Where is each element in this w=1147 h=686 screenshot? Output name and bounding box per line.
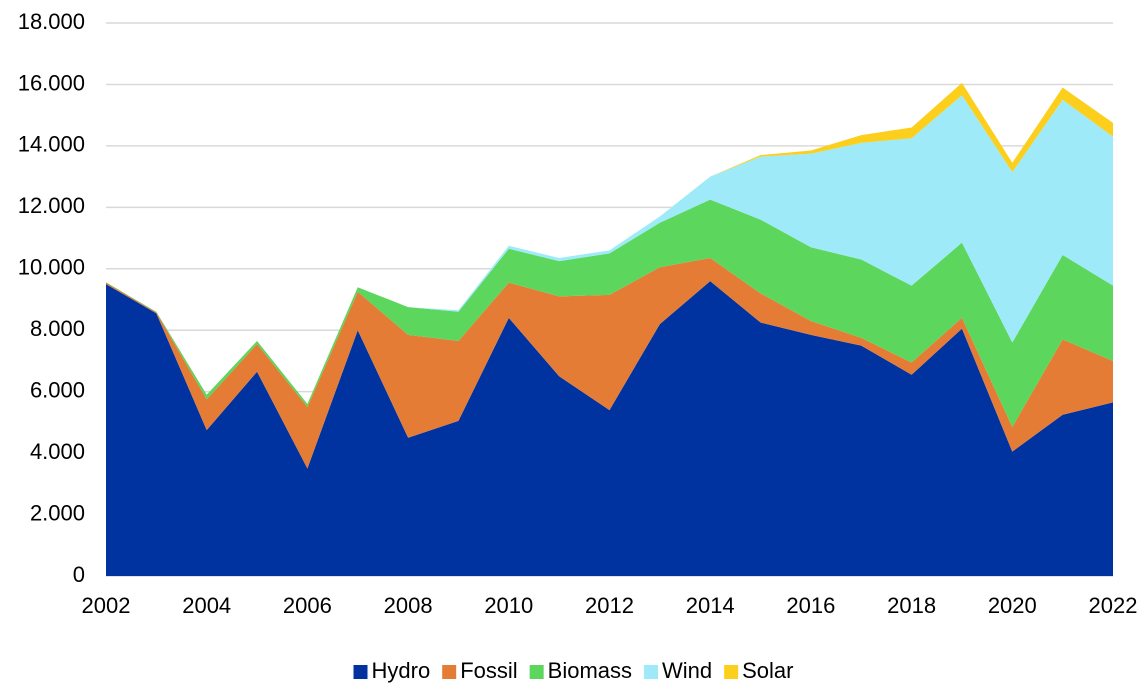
legend-label: Fossil (460, 658, 517, 683)
area (106, 258, 1113, 469)
legend-swatch (724, 665, 739, 679)
x-tick-label: 2002 (82, 593, 131, 618)
legend-swatch (353, 665, 368, 679)
legend-label: Biomass (548, 658, 632, 683)
x-tick-label: 2014 (686, 593, 735, 618)
y-tick-label: 4.000 (30, 439, 85, 464)
x-tick-label: 2018 (887, 593, 936, 618)
legend-swatch (442, 665, 457, 679)
y-tick-label: 6.000 (30, 377, 85, 402)
y-tick-label: 14.000 (18, 132, 85, 157)
area (106, 95, 1113, 404)
x-tick-label: 2006 (283, 593, 332, 618)
legend-swatch (529, 665, 544, 679)
x-tick-label: 2008 (384, 593, 433, 618)
y-tick-label: 18.000 (18, 9, 85, 34)
legend-swatch (644, 665, 659, 679)
y-tick-label: 2.000 (30, 500, 85, 525)
x-tick-label: 2016 (786, 593, 835, 618)
y-tick-label: 8.000 (30, 316, 85, 341)
x-tick-label: 2010 (484, 593, 533, 618)
legend-label: Solar (742, 658, 793, 683)
y-tick-label: 10.000 (18, 255, 85, 280)
x-tick-label: 2004 (182, 593, 231, 618)
area (106, 199, 1113, 427)
y-tick-label: 12.000 (18, 193, 85, 218)
x-tick-label: 2022 (1089, 593, 1138, 618)
legend: Hydro Fossil Biomass Wind Solar (353, 658, 793, 683)
y-tick-label: 16.000 (18, 70, 85, 95)
area (106, 281, 1113, 576)
y-tick-label: 0 (73, 562, 85, 587)
legend-label: Wind (662, 658, 712, 683)
legend-label: Hydro (372, 658, 431, 683)
x-tick-label: 2020 (988, 593, 1037, 618)
x-tick-label: 2012 (585, 593, 634, 618)
